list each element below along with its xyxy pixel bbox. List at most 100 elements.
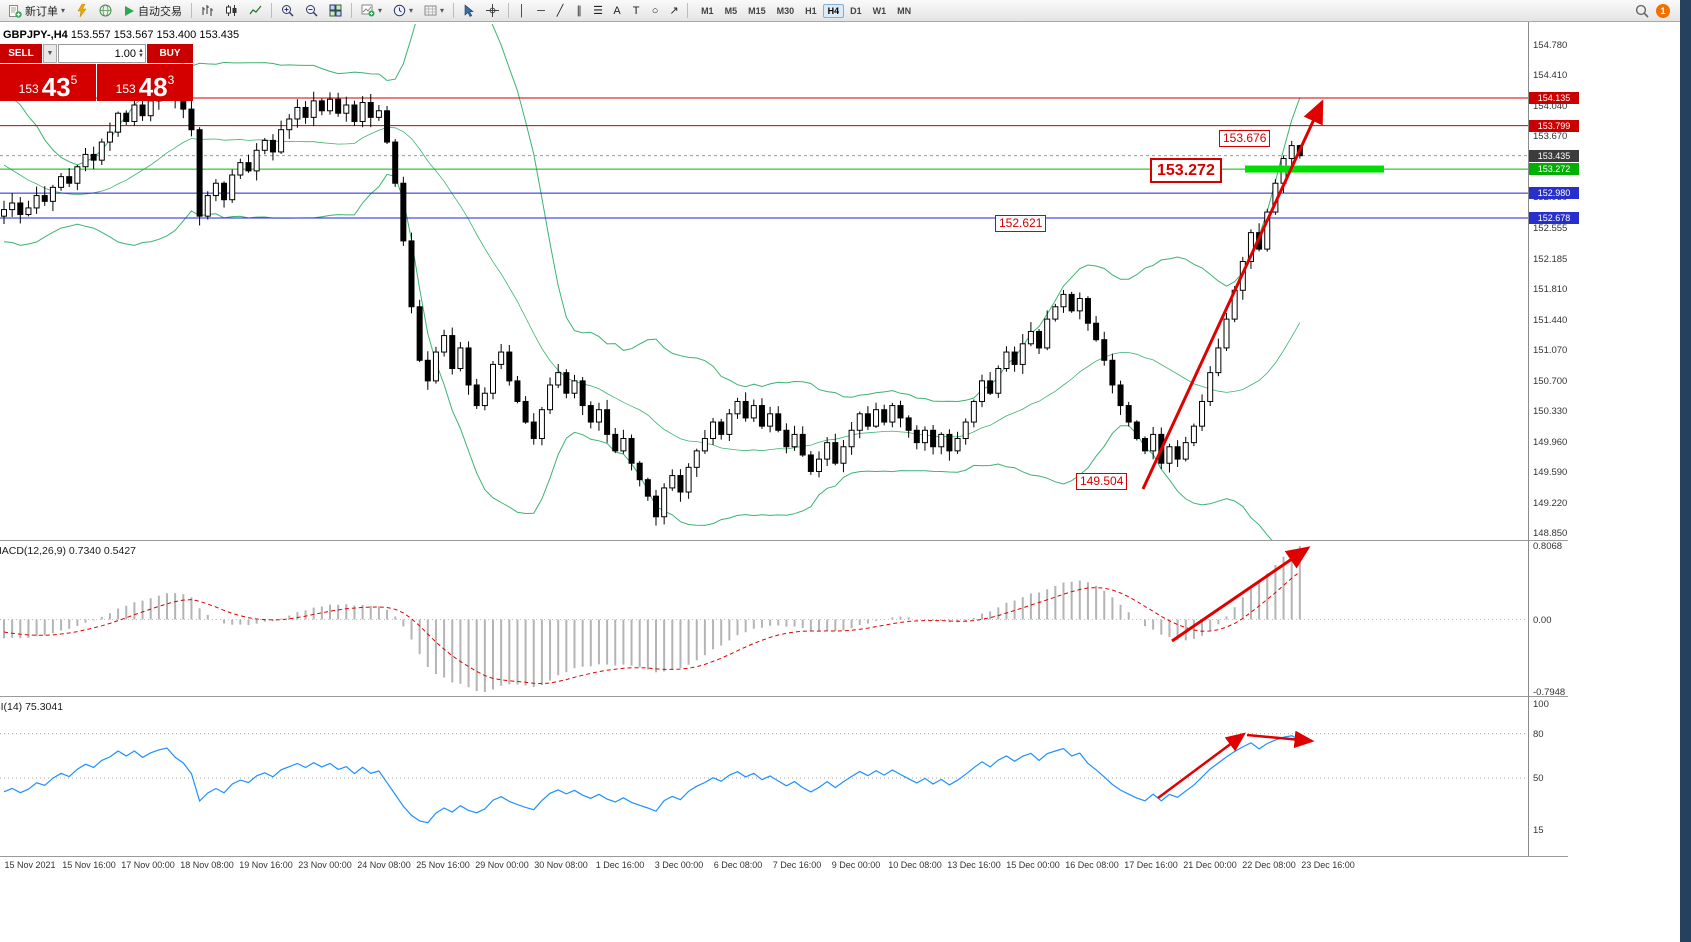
line-chart-mode-button[interactable] bbox=[244, 2, 267, 20]
rsi-trend-arrow[interactable] bbox=[1246, 730, 1315, 749]
candle-body bbox=[530, 421, 537, 440]
timeframe-m15[interactable]: M15 bbox=[743, 4, 771, 18]
bar-chart-mode-button[interactable] bbox=[196, 2, 219, 20]
candle-body bbox=[930, 429, 937, 448]
candle-body bbox=[856, 413, 863, 431]
bollinger-middle-band[interactable] bbox=[3, 126, 1301, 452]
candle-body bbox=[131, 104, 138, 122]
candle-body bbox=[498, 351, 505, 365]
fibonacci-tool[interactable]: ☰ bbox=[589, 2, 607, 20]
candle-body bbox=[718, 421, 725, 435]
shapes-tool[interactable]: ○ bbox=[646, 2, 664, 20]
timeframe-h4[interactable]: H4 bbox=[822, 3, 845, 18]
date-axis-label: 21 Dec 00:00 bbox=[1183, 860, 1237, 870]
candle-body bbox=[139, 104, 146, 117]
candle-body bbox=[106, 131, 113, 143]
sell-button[interactable]: SELL bbox=[0, 44, 42, 63]
date-axis-label: 16 Dec 08:00 bbox=[1065, 860, 1119, 870]
search-icon[interactable] bbox=[1635, 4, 1649, 18]
buy-price-figure: 153 bbox=[115, 82, 136, 96]
date-axis-label: 7 Dec 16:00 bbox=[772, 860, 822, 870]
candle-body bbox=[253, 149, 260, 172]
grid-options-icon bbox=[424, 5, 437, 16]
candle-body bbox=[204, 195, 211, 217]
new-chart-button[interactable]: ▾ bbox=[356, 2, 387, 20]
chart-canvas[interactable]: GBPJPY-,H4 153.557 153.567 153.400 153.4… bbox=[0, 22, 1680, 942]
macd-trend-arrow[interactable] bbox=[1171, 546, 1311, 643]
label-tool[interactable]: T bbox=[627, 2, 645, 20]
crosshair-tool-button[interactable] bbox=[481, 2, 504, 20]
price-annotation-label[interactable]: 153.272 bbox=[1150, 158, 1222, 183]
candle-body bbox=[710, 421, 717, 440]
market-watch-button[interactable] bbox=[94, 2, 117, 20]
timeframe-mn[interactable]: MN bbox=[892, 4, 916, 18]
timeframe-h1[interactable]: H1 bbox=[800, 4, 822, 18]
cursor-tool-button[interactable] bbox=[458, 2, 480, 20]
tile-windows-button[interactable] bbox=[324, 2, 347, 20]
sell-price-figure: 153 bbox=[18, 82, 39, 96]
bollinger-lower-band[interactable] bbox=[3, 173, 1300, 553]
lot-increase-button[interactable]: ▲ bbox=[138, 47, 144, 54]
notification-badge[interactable]: 1 bbox=[1656, 3, 1670, 18]
sell-price-display[interactable]: 153 43 5 bbox=[0, 64, 96, 101]
support-zone-bar[interactable] bbox=[1245, 165, 1384, 173]
buy-button[interactable]: BUY bbox=[147, 44, 193, 63]
candle-body bbox=[1027, 330, 1034, 345]
channel-tool[interactable]: ∥ bbox=[570, 2, 588, 20]
candle-body bbox=[302, 106, 309, 118]
price-chart-svg[interactable] bbox=[0, 22, 1528, 856]
trendline-tool[interactable]: ╱ bbox=[551, 2, 569, 20]
lightning-icon bbox=[77, 4, 87, 17]
candle-body bbox=[1076, 298, 1083, 312]
price-annotation-label[interactable]: 153.676 bbox=[1219, 130, 1271, 147]
horizontal-line-tool[interactable]: ─ bbox=[532, 2, 550, 20]
candle-body bbox=[1109, 359, 1116, 386]
buy-price-display[interactable]: 153 48 3 bbox=[97, 64, 193, 101]
cursor-icon bbox=[464, 4, 474, 17]
new-order-button[interactable]: 新订单 ▾ bbox=[3, 2, 70, 20]
history-center-button[interactable]: ▾ bbox=[388, 2, 418, 20]
candle-body bbox=[897, 405, 904, 419]
price-annotation-label[interactable]: 149.504 bbox=[1076, 473, 1128, 490]
timeframe-m1[interactable]: M1 bbox=[696, 4, 719, 18]
timeframe-m5[interactable]: M5 bbox=[720, 4, 743, 18]
candle-body bbox=[343, 104, 350, 114]
price-axis-label: 149.220 bbox=[1533, 497, 1568, 509]
candle-body bbox=[261, 139, 268, 151]
timeframe-m30[interactable]: M30 bbox=[772, 4, 800, 18]
lot-decrease-button[interactable]: ▼ bbox=[138, 52, 144, 59]
trade-options-caret[interactable]: ▼ bbox=[43, 44, 57, 63]
panel-separator[interactable] bbox=[0, 696, 1568, 697]
candle-body bbox=[1199, 400, 1206, 427]
autotrading-button[interactable]: 自动交易 bbox=[118, 2, 187, 20]
candle-body bbox=[905, 417, 912, 431]
candle-body bbox=[432, 351, 439, 382]
lot-size-input[interactable]: 1.00 ▲ ▼ bbox=[58, 44, 146, 63]
candle-body bbox=[701, 438, 708, 452]
date-axis-label: 17 Dec 16:00 bbox=[1124, 860, 1178, 870]
price-annotation-label[interactable]: 152.621 bbox=[995, 215, 1047, 232]
price-axis-label: 149.590 bbox=[1533, 467, 1568, 479]
arrows-tool[interactable]: ↗ bbox=[665, 2, 683, 20]
candlestick-mode-button[interactable] bbox=[220, 2, 243, 20]
zoom-in-button[interactable] bbox=[276, 2, 299, 20]
options-button[interactable]: ▾ bbox=[419, 2, 449, 20]
candle-body bbox=[913, 429, 920, 444]
candle-body bbox=[742, 400, 749, 419]
timeframe-d1[interactable]: D1 bbox=[845, 4, 867, 18]
panel-separator[interactable] bbox=[0, 540, 1568, 541]
timeframe-w1[interactable]: W1 bbox=[868, 4, 892, 18]
candle-body bbox=[58, 176, 65, 188]
candle-body bbox=[799, 433, 806, 456]
vertical-line-tool[interactable]: │ bbox=[513, 2, 531, 20]
candle-body bbox=[237, 162, 244, 176]
text-tool[interactable]: A bbox=[608, 2, 626, 20]
candlestick-series bbox=[1, 74, 1303, 526]
candle-body bbox=[612, 433, 619, 452]
trend-arrow[interactable] bbox=[1141, 99, 1324, 490]
rsi-trend-arrow[interactable] bbox=[1157, 732, 1247, 800]
candle-body bbox=[547, 384, 554, 411]
bollinger-upper-band[interactable] bbox=[3, 22, 1301, 403]
zoom-out-button[interactable] bbox=[300, 2, 323, 20]
depth-of-market-button[interactable] bbox=[71, 2, 93, 20]
